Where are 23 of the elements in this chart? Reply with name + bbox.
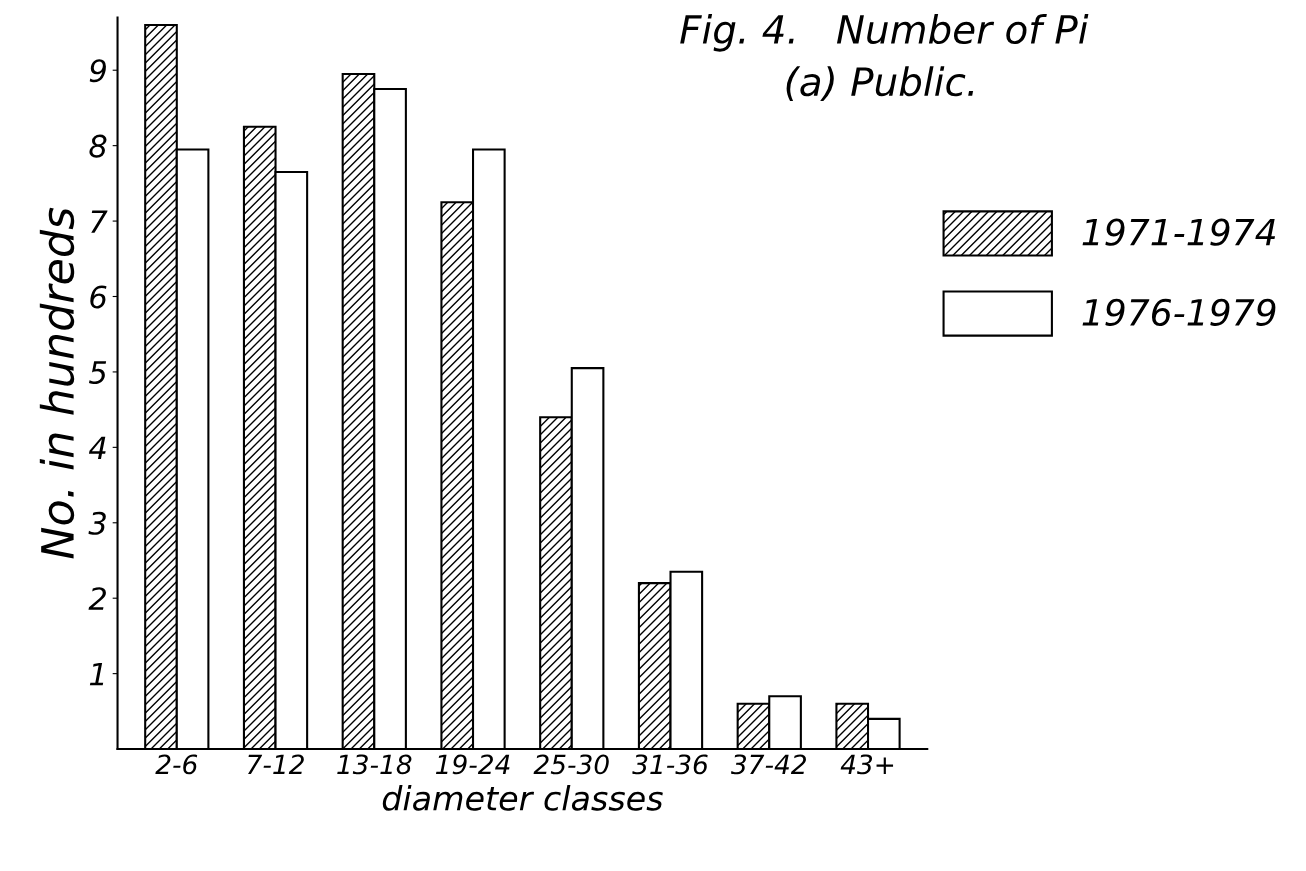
x-tick-label: 43+: [840, 754, 894, 775]
x-tick-label: 37-42: [730, 754, 806, 775]
legend-label: 1971-1974: [1082, 218, 1276, 246]
y-tick-label: 2: [88, 587, 106, 610]
y-tick-label: 6: [90, 285, 107, 309]
y-tick-label: 4: [88, 436, 106, 459]
y-tick-label: 8: [89, 134, 107, 158]
y-tick-label: 1: [89, 662, 104, 686]
y-tick-label: 3: [88, 511, 106, 535]
text: (a) Public.: [786, 66, 974, 101]
chart-title: Fig. 4. Number of Pi: [680, 14, 1089, 52]
x-axis-title: diameter classes: [382, 785, 663, 811]
y-tick-label: 9: [89, 59, 106, 83]
x-tick-label: 31-36: [632, 754, 708, 775]
x-tick-label: 25-30: [533, 754, 609, 775]
x-tick-label: 13-18: [337, 754, 412, 775]
y-tick-label: 7: [91, 210, 108, 233]
y-axis-title: No. in hundreds: [39, 207, 75, 559]
x-tick-label: 7-12: [248, 754, 304, 774]
y-tick-label: 5: [88, 361, 107, 384]
x-tick-label: 2-6: [155, 754, 198, 775]
legend-label: 1976-1979: [1082, 298, 1276, 327]
x-tick-label: 19-24: [435, 754, 510, 775]
